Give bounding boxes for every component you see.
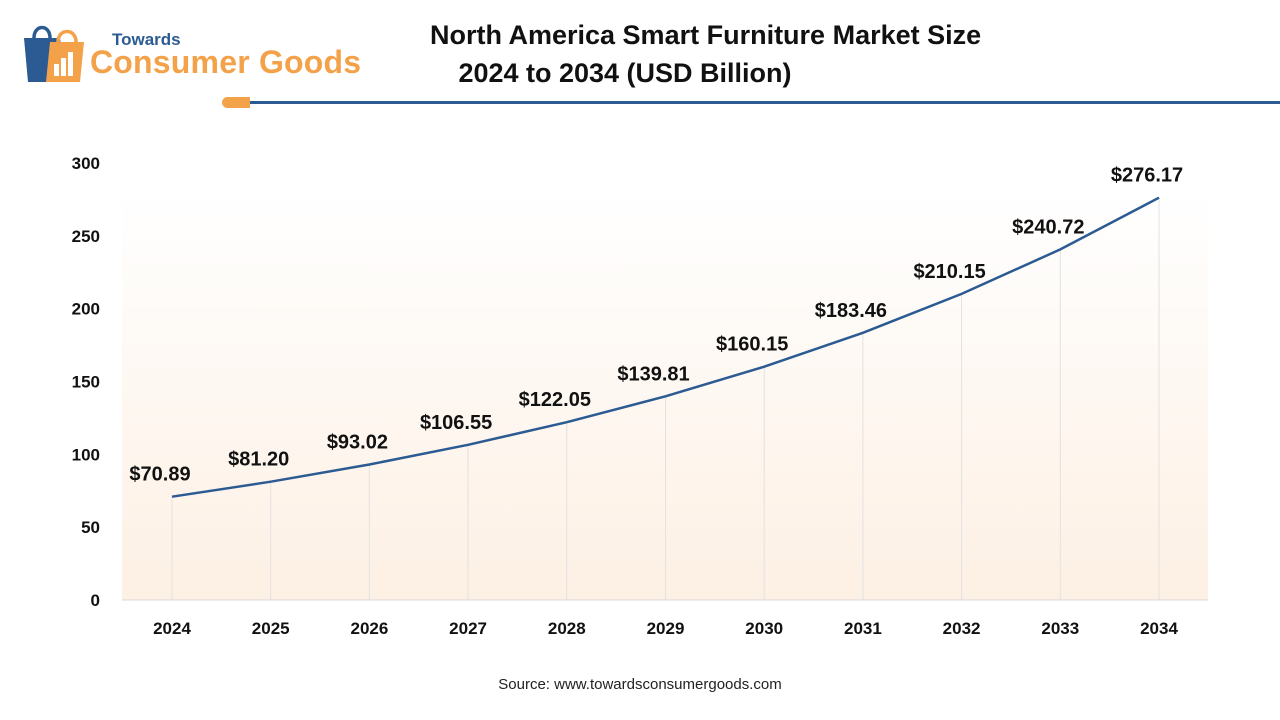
logo-text-towards: Towards <box>112 30 181 49</box>
x-tick-label: 2029 <box>647 619 685 638</box>
x-tick-label: 2025 <box>252 619 290 638</box>
x-tick-label: 2028 <box>548 619 586 638</box>
x-tick-label: 2031 <box>844 619 882 638</box>
data-label: $106.55 <box>420 412 492 434</box>
y-tick-label: 50 <box>81 518 100 537</box>
y-tick-label: 200 <box>72 300 100 319</box>
source-text: Source: www.towardsconsumergoods.com <box>498 676 782 693</box>
x-tick-label: 2034 <box>1140 619 1178 638</box>
y-tick-label: 100 <box>72 445 100 464</box>
chart-title-line-2: 2024 to 2034 (USD Billion) <box>458 58 792 88</box>
data-label: $70.89 <box>129 464 190 486</box>
y-tick-label: 300 <box>72 154 100 173</box>
title-accent-tab <box>222 97 250 108</box>
title-divider <box>250 101 1280 104</box>
data-label: $93.02 <box>327 432 388 454</box>
x-tick-label: 2030 <box>745 619 783 638</box>
x-tick-label: 2026 <box>350 619 388 638</box>
data-label: $210.15 <box>913 261 985 283</box>
y-tick-label: 0 <box>91 591 100 610</box>
data-label: $183.46 <box>815 300 887 322</box>
data-label: $139.81 <box>617 363 689 385</box>
data-label: $240.72 <box>1012 216 1084 238</box>
x-tick-label: 2032 <box>943 619 981 638</box>
y-tick-label: 150 <box>72 373 100 392</box>
y-tick-label: 250 <box>72 227 100 246</box>
data-label: $81.20 <box>228 449 289 471</box>
data-label: $160.15 <box>716 334 788 356</box>
data-label: $122.05 <box>519 389 591 411</box>
shopping-bag-icon <box>24 25 84 82</box>
x-tick-label: 2027 <box>449 619 487 638</box>
x-tick-label: 2033 <box>1041 619 1079 638</box>
data-label: $276.17 <box>1111 165 1183 187</box>
series-line <box>171 196 1160 498</box>
logo: Towards Consumer Goods <box>20 16 380 86</box>
x-tick-label: 2024 <box>153 619 191 638</box>
logo-text-consumer-goods: Consumer Goods <box>90 44 362 80</box>
